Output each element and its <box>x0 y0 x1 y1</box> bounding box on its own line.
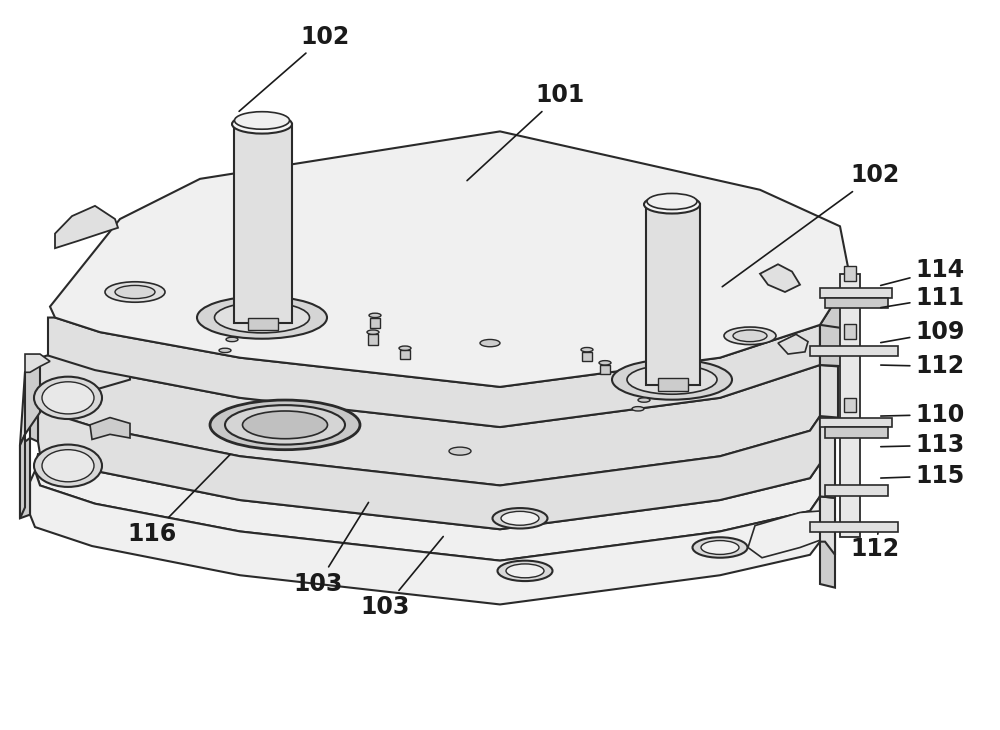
Text: 113: 113 <box>881 434 965 457</box>
Ellipse shape <box>226 337 238 342</box>
Ellipse shape <box>724 327 776 345</box>
Ellipse shape <box>627 365 717 394</box>
Ellipse shape <box>506 564 544 578</box>
Ellipse shape <box>232 115 292 134</box>
Ellipse shape <box>34 445 102 487</box>
Polygon shape <box>400 350 410 359</box>
Polygon shape <box>844 324 856 339</box>
Polygon shape <box>48 318 820 427</box>
Text: 111: 111 <box>881 286 965 310</box>
Ellipse shape <box>498 561 552 581</box>
Polygon shape <box>248 318 278 330</box>
Ellipse shape <box>34 377 102 419</box>
Text: 103: 103 <box>293 502 369 596</box>
Polygon shape <box>820 416 835 498</box>
Ellipse shape <box>733 330 767 342</box>
Ellipse shape <box>214 302 310 333</box>
Ellipse shape <box>647 193 697 210</box>
Ellipse shape <box>234 112 290 129</box>
Text: 102: 102 <box>239 25 350 112</box>
Polygon shape <box>90 418 130 439</box>
Ellipse shape <box>480 339 500 347</box>
Ellipse shape <box>449 447 471 456</box>
Polygon shape <box>20 330 130 445</box>
Ellipse shape <box>242 411 328 439</box>
Ellipse shape <box>42 450 94 482</box>
Ellipse shape <box>399 346 411 350</box>
Polygon shape <box>810 346 898 356</box>
Ellipse shape <box>219 348 231 353</box>
Ellipse shape <box>501 511 539 526</box>
Ellipse shape <box>115 285 155 299</box>
Polygon shape <box>825 485 888 496</box>
Polygon shape <box>820 496 835 555</box>
Text: 103: 103 <box>360 537 443 619</box>
Polygon shape <box>658 378 688 391</box>
Polygon shape <box>748 511 820 558</box>
Text: 110: 110 <box>881 403 965 426</box>
Polygon shape <box>30 387 38 442</box>
Polygon shape <box>35 454 820 561</box>
Ellipse shape <box>42 382 94 414</box>
Polygon shape <box>844 398 856 412</box>
Ellipse shape <box>692 537 748 558</box>
Polygon shape <box>844 266 856 281</box>
Polygon shape <box>820 542 835 588</box>
Polygon shape <box>820 277 850 365</box>
Ellipse shape <box>612 360 732 400</box>
Polygon shape <box>25 358 40 434</box>
Polygon shape <box>234 124 292 323</box>
Text: 112: 112 <box>881 355 965 378</box>
Ellipse shape <box>638 398 650 402</box>
Polygon shape <box>368 334 378 345</box>
Ellipse shape <box>197 296 327 339</box>
Text: 101: 101 <box>467 83 585 180</box>
Polygon shape <box>25 354 50 372</box>
Polygon shape <box>840 274 860 537</box>
Text: 109: 109 <box>881 320 965 344</box>
Polygon shape <box>30 471 820 604</box>
Ellipse shape <box>369 313 381 318</box>
Text: 116: 116 <box>127 455 230 546</box>
Polygon shape <box>825 298 888 308</box>
Polygon shape <box>820 325 848 366</box>
Text: 114: 114 <box>881 258 965 285</box>
Polygon shape <box>646 204 700 385</box>
Polygon shape <box>820 365 838 418</box>
Polygon shape <box>50 131 850 387</box>
Polygon shape <box>20 438 30 518</box>
Ellipse shape <box>367 330 379 334</box>
Polygon shape <box>810 522 898 532</box>
Polygon shape <box>778 334 808 354</box>
Ellipse shape <box>599 361 611 365</box>
Polygon shape <box>370 318 380 328</box>
Ellipse shape <box>225 405 345 445</box>
Ellipse shape <box>210 400 360 450</box>
Polygon shape <box>38 402 820 529</box>
Polygon shape <box>600 365 610 374</box>
Ellipse shape <box>581 347 593 352</box>
Text: 112: 112 <box>850 533 900 561</box>
Text: 102: 102 <box>722 164 900 287</box>
Ellipse shape <box>632 407 644 411</box>
Text: 115: 115 <box>881 464 965 488</box>
Ellipse shape <box>644 195 700 213</box>
Ellipse shape <box>105 282 165 302</box>
Polygon shape <box>820 496 835 555</box>
Polygon shape <box>20 434 25 518</box>
Ellipse shape <box>701 540 739 555</box>
Polygon shape <box>760 264 800 292</box>
Polygon shape <box>55 206 118 248</box>
Polygon shape <box>582 352 592 361</box>
Polygon shape <box>38 365 820 485</box>
Polygon shape <box>825 427 888 438</box>
Polygon shape <box>820 418 892 427</box>
Ellipse shape <box>492 508 548 529</box>
Polygon shape <box>820 288 892 298</box>
